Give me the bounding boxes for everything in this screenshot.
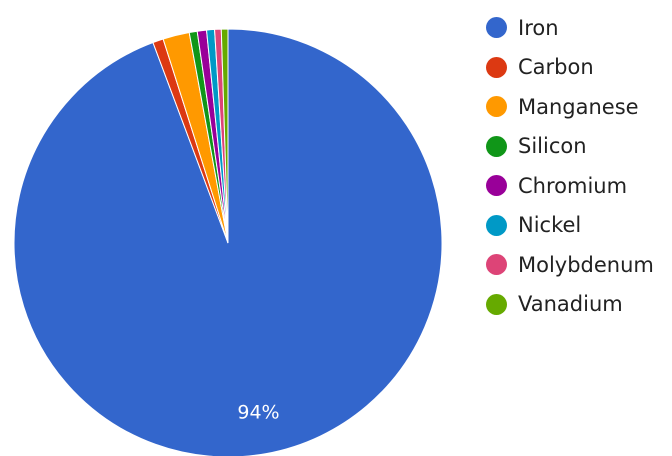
legend-label: Manganese [518, 94, 639, 119]
legend-swatch-icon [486, 175, 507, 197]
legend-swatch-icon [486, 135, 507, 157]
legend-item-manganese[interactable]: Manganese [486, 87, 654, 127]
legend-item-nickel[interactable]: Nickel [486, 206, 654, 246]
legend-item-molybdenum[interactable]: Molybdenum [486, 245, 654, 285]
legend-swatch-icon [486, 293, 507, 315]
pie-slice-vanadium[interactable] [220, 28, 229, 244]
legend-label: Vanadium [518, 292, 623, 317]
legend-swatch-icon [486, 17, 507, 39]
legend-label: Chromium [518, 173, 628, 198]
slice-label-iron: 94% [237, 401, 279, 423]
legend: Iron Carbon Manganese Silicon Chromium Nickel… [486, 8, 654, 324]
legend-item-chromium[interactable]: Chromium [486, 166, 654, 206]
legend-swatch-icon [486, 56, 507, 78]
legend-label: Silicon [518, 134, 587, 159]
legend-item-vanadium[interactable]: Vanadium [486, 285, 654, 325]
legend-swatch-icon [486, 96, 507, 118]
pie-plot: 94% [13, 28, 443, 456]
legend-label: Nickel [518, 213, 582, 238]
legend-swatch-icon [486, 254, 507, 276]
legend-item-carbon[interactable]: Carbon [486, 48, 654, 88]
legend-label: Carbon [518, 55, 594, 80]
legend-item-silicon[interactable]: Silicon [486, 127, 654, 167]
legend-label: Iron [518, 15, 559, 40]
legend-swatch-icon [486, 214, 507, 236]
legend-item-iron[interactable]: Iron [486, 8, 654, 48]
legend-label: Molybdenum [518, 252, 654, 277]
